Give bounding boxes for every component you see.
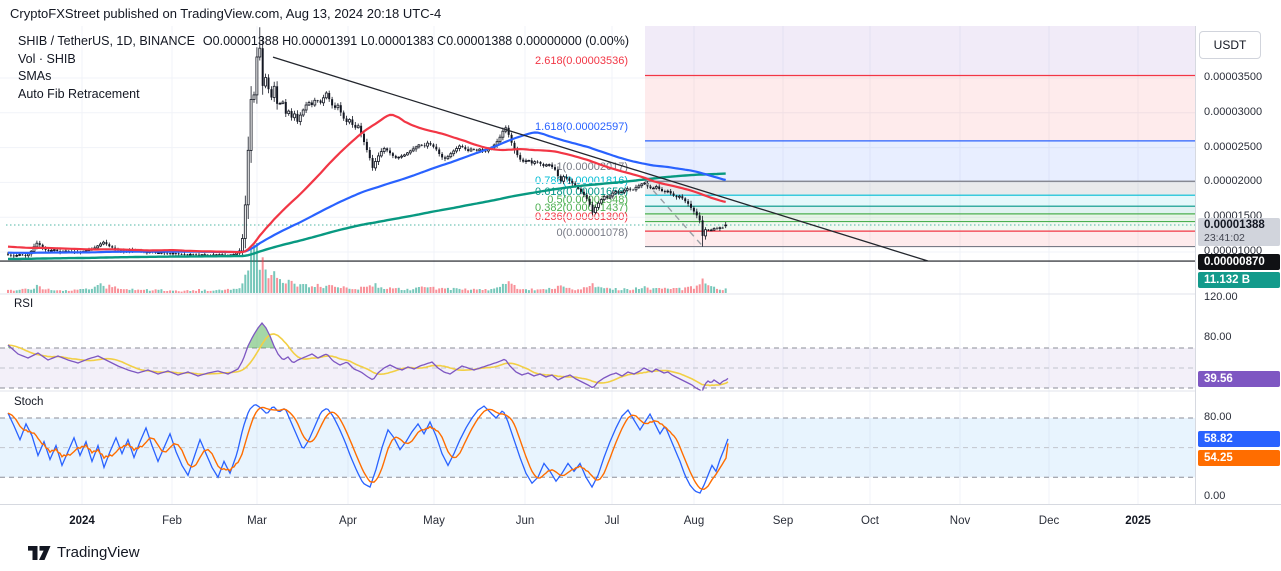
indicator-row-autofib[interactable]: Auto Fib Retracement — [18, 86, 140, 101]
rsi-ma-line[interactable] — [7, 333, 729, 387]
fib-label: 2.618(0.00003536) — [535, 55, 628, 68]
key-level-badge: 0.00000870 — [1198, 254, 1280, 270]
fib-zone — [645, 231, 1195, 247]
candles-down — [7, 48, 724, 257]
tradingview-logo-icon — [28, 545, 51, 560]
sma-50-line[interactable] — [7, 113, 726, 254]
time-axis-label[interactable]: 2024 — [69, 515, 95, 527]
current-price-badge: 0.00001388 23:41:02 — [1198, 218, 1280, 246]
symbol-title[interactable]: SHIB / TetherUS, 1D, BINANCE — [18, 34, 195, 48]
price-axis[interactable]: 0.00001388 23:41:02 0.00000870 11.132 B … — [1195, 26, 1281, 504]
rsi-overbought-fill — [8, 323, 276, 350]
fib-zone — [645, 26, 1195, 76]
sma-100-line[interactable] — [8, 131, 726, 254]
tradingview-logo-text: TradingView — [57, 544, 140, 561]
rsi-pane-label[interactable]: RSI — [14, 298, 34, 310]
stoch-tick: 80.00 — [1204, 411, 1232, 423]
fib-zone — [645, 195, 1195, 207]
rsi-value-badge: 39.56 — [1198, 370, 1280, 387]
rsi-tick: 80.00 — [1204, 331, 1232, 343]
fib-zone — [645, 213, 1195, 222]
time-axis-label[interactable]: Aug — [683, 515, 705, 527]
chart-legend: SHIB / TetherUS, 1D, BINANCE O0.00001388 … — [18, 33, 629, 103]
stoch-tick: 0.00 — [1204, 490, 1226, 502]
time-axis-label[interactable]: Jul — [604, 515, 620, 527]
attribution-text: CryptoFXStreet published on TradingView.… — [10, 6, 442, 21]
attribution-bar: CryptoFXStreet published on TradingView.… — [0, 0, 1281, 26]
fib-zone — [645, 140, 1195, 182]
fib-zone — [645, 221, 1195, 232]
time-axis-label[interactable]: Mar — [247, 515, 267, 527]
indicator-row-volume[interactable]: Vol · SHIB — [18, 51, 76, 66]
fib-baseline-dashed — [645, 181, 704, 248]
time-axis-label[interactable]: Dec — [1038, 515, 1060, 527]
footer-bar: TradingView — [0, 536, 1281, 571]
time-axis-label[interactable]: 2025 — [1125, 515, 1151, 527]
time-axis-label[interactable]: Sep — [772, 515, 794, 527]
price-tick: 0.00002500 — [1204, 140, 1263, 153]
currency-toggle-button[interactable]: USDT — [1199, 31, 1261, 59]
fib-zone — [645, 206, 1195, 214]
tradingview-logo[interactable]: TradingView — [28, 544, 140, 561]
ohlc-values: O0.00001388 H0.00001391 L0.00001383 C0.0… — [202, 34, 629, 48]
time-axis[interactable]: 2024 Feb Mar Apr May Jun Jul Aug Sep Oct Nov Dec 202… — [0, 504, 1281, 537]
fib-label: 0(0.00001078) — [556, 226, 628, 239]
volume-badge: 11.132 B — [1198, 272, 1280, 288]
sma-200-line[interactable] — [8, 172, 726, 261]
symbol-row[interactable]: SHIB / TetherUS, 1D, BINANCE O0.00001388 … — [18, 33, 629, 51]
stoch-k-line[interactable] — [7, 404, 729, 494]
time-axis-label[interactable]: Jun — [515, 515, 535, 527]
time-axis-label[interactable]: Feb — [162, 515, 182, 527]
volume-histogram — [7, 243, 727, 293]
fib-zone — [645, 181, 1195, 196]
price-tick: 0.00003500 — [1204, 71, 1263, 83]
indicator-row-smas[interactable]: SMAs — [18, 69, 52, 83]
fib-label: 1(0.00002017) — [556, 161, 628, 174]
descending-trendline[interactable] — [272, 56, 929, 262]
fib-zone — [645, 75, 1195, 141]
price-tick: 0.00003000 — [1204, 105, 1263, 118]
price-tick: 0.00002000 — [1204, 175, 1263, 188]
stoch-d-line[interactable] — [7, 406, 729, 491]
rsi-line[interactable] — [7, 321, 729, 392]
time-axis-label[interactable]: Oct — [861, 515, 879, 527]
fib-label: 1.618(0.00002597) — [535, 120, 628, 133]
time-axis-label[interactable]: May — [423, 515, 445, 527]
stoch-k-badge: 58.82 — [1198, 431, 1280, 447]
fib-label: 0.382(0.00001437) — [535, 201, 628, 214]
bar-countdown: 23:41:02 — [1204, 232, 1245, 244]
stoch-d-badge: 54.25 — [1198, 450, 1280, 466]
time-axis-label[interactable]: Nov — [949, 515, 971, 527]
stoch-pane-label[interactable]: Stoch — [14, 396, 44, 408]
current-price-value: 0.00001388 — [1204, 219, 1265, 231]
rsi-tick: 120.00 — [1204, 291, 1238, 303]
time-axis-label[interactable]: Apr — [339, 515, 357, 527]
